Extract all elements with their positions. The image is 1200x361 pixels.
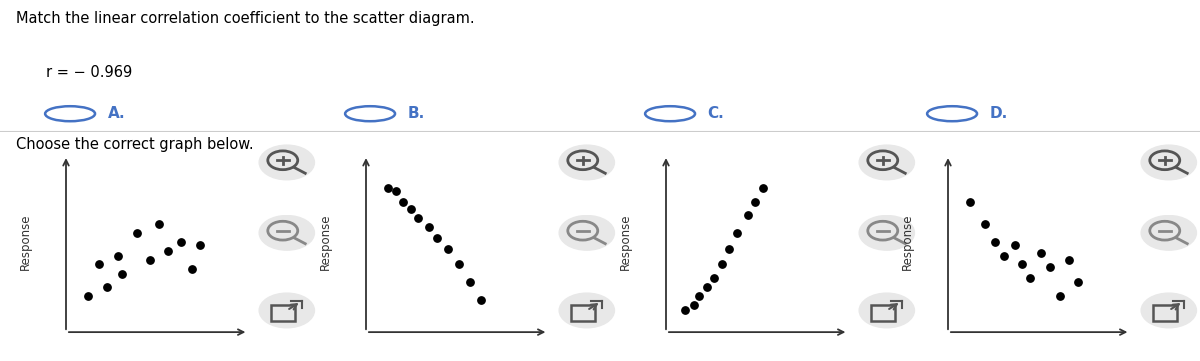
Point bbox=[1040, 264, 1060, 270]
Point bbox=[461, 279, 480, 284]
Point bbox=[90, 261, 109, 266]
Point bbox=[1069, 279, 1088, 284]
Point bbox=[1060, 257, 1079, 263]
Circle shape bbox=[1141, 293, 1196, 328]
Point bbox=[191, 243, 210, 248]
Point bbox=[738, 212, 757, 218]
Circle shape bbox=[859, 216, 914, 250]
Text: Response: Response bbox=[18, 214, 31, 270]
Point bbox=[140, 257, 160, 263]
Point bbox=[676, 308, 695, 313]
Circle shape bbox=[559, 216, 614, 250]
Circle shape bbox=[259, 216, 314, 250]
Text: Response: Response bbox=[900, 214, 913, 270]
Point bbox=[420, 225, 439, 230]
Point bbox=[994, 253, 1013, 259]
Text: B.: B. bbox=[408, 106, 425, 121]
Point bbox=[754, 185, 773, 191]
Point bbox=[113, 271, 132, 277]
Text: A.: A. bbox=[108, 106, 125, 121]
Circle shape bbox=[1141, 145, 1196, 180]
Point bbox=[158, 248, 178, 254]
Point bbox=[182, 266, 202, 272]
Point bbox=[472, 297, 491, 303]
Text: Match the linear correlation coefficient to the scatter diagram.: Match the linear correlation coefficient… bbox=[16, 11, 474, 26]
Point bbox=[704, 275, 724, 281]
Point bbox=[386, 188, 406, 194]
Text: r = − 0.969: r = − 0.969 bbox=[46, 65, 132, 80]
Point bbox=[108, 253, 127, 259]
Circle shape bbox=[1141, 216, 1196, 250]
Circle shape bbox=[859, 145, 914, 180]
Text: Response: Response bbox=[318, 214, 331, 270]
Point bbox=[172, 239, 191, 245]
Point bbox=[438, 246, 457, 252]
Point bbox=[79, 293, 98, 299]
Circle shape bbox=[259, 293, 314, 328]
Circle shape bbox=[559, 145, 614, 180]
Point bbox=[690, 293, 709, 299]
Point bbox=[1050, 293, 1069, 299]
Point bbox=[1006, 243, 1025, 248]
Text: Response: Response bbox=[618, 214, 631, 270]
Text: Choose the correct graph below.: Choose the correct graph below. bbox=[16, 137, 253, 152]
Point bbox=[684, 302, 703, 308]
Point bbox=[379, 185, 398, 191]
Point bbox=[745, 199, 764, 205]
Point bbox=[727, 230, 746, 236]
Point bbox=[1032, 250, 1051, 256]
Point bbox=[401, 206, 420, 212]
Circle shape bbox=[859, 293, 914, 328]
Point bbox=[1020, 275, 1039, 281]
Point bbox=[127, 230, 146, 236]
Point bbox=[408, 216, 427, 221]
Point bbox=[149, 221, 168, 227]
Point bbox=[449, 261, 468, 266]
Point bbox=[985, 239, 1004, 245]
Point bbox=[97, 284, 116, 290]
Point bbox=[394, 199, 413, 205]
Point bbox=[697, 284, 716, 290]
Point bbox=[427, 235, 446, 241]
Point bbox=[1013, 261, 1032, 266]
Circle shape bbox=[559, 293, 614, 328]
Circle shape bbox=[259, 145, 314, 180]
Point bbox=[961, 199, 980, 205]
Point bbox=[976, 221, 995, 227]
Point bbox=[713, 261, 732, 266]
Text: D.: D. bbox=[990, 106, 1008, 121]
Point bbox=[720, 246, 739, 252]
Text: C.: C. bbox=[708, 106, 725, 121]
